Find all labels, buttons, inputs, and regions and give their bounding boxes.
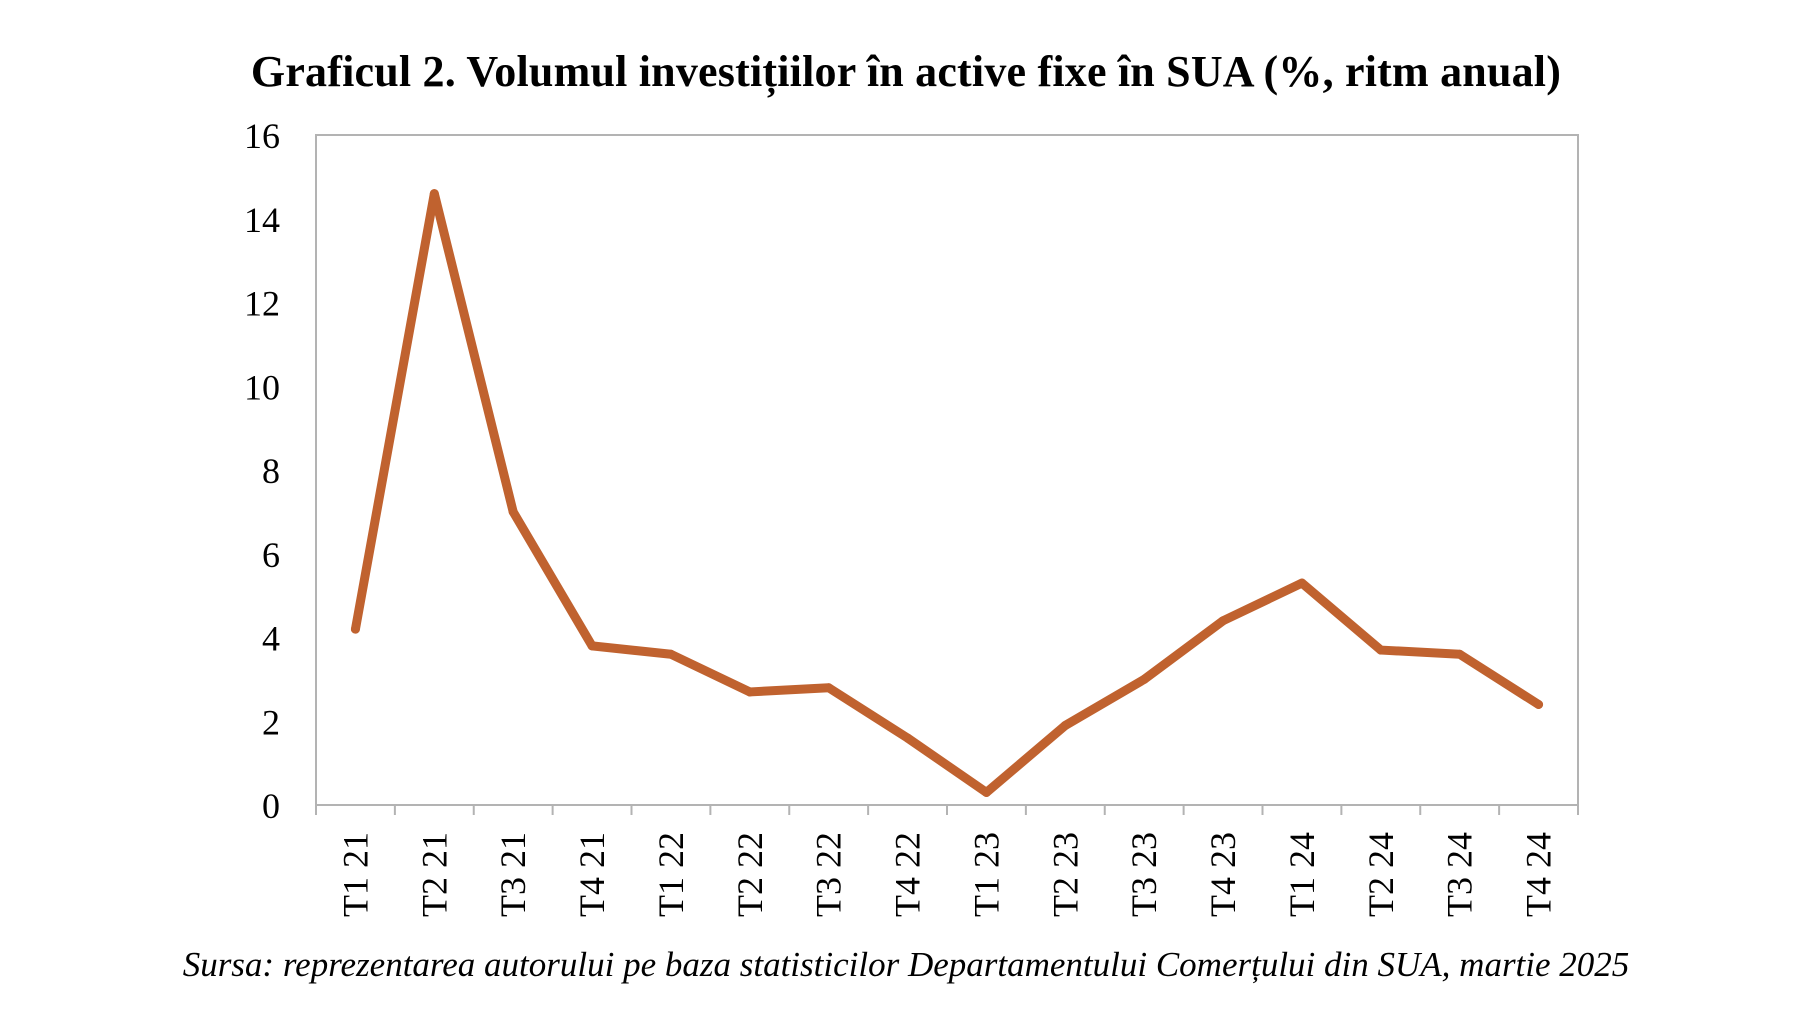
y-tick-label: 4 [262, 619, 280, 659]
data-point [429, 189, 439, 199]
x-tick-label: T2 23 [1045, 832, 1085, 917]
data-point [1534, 700, 1544, 709]
series-line [350, 189, 1544, 797]
x-tick-label: T1 22 [651, 832, 691, 917]
data-point [1297, 578, 1307, 588]
x-tick-label: T3 21 [493, 832, 533, 917]
x-tick-label: T4 24 [1519, 832, 1559, 917]
y-axis-ticks: 0 2 4 6 8 10 12 14 16 [244, 116, 280, 826]
data-point [350, 624, 360, 634]
y-tick-label: 2 [262, 702, 280, 742]
x-tick-label: T4 23 [1203, 832, 1243, 917]
data-point [1218, 616, 1228, 626]
chart-title: Graficul 2. Volumul investițiilor în act… [250, 47, 1562, 96]
data-point [1376, 645, 1386, 655]
x-tick-label: T1 21 [335, 832, 375, 917]
x-tick-label: T2 22 [730, 832, 770, 917]
x-tick-label: T2 21 [414, 832, 454, 917]
y-tick-label: 6 [262, 535, 280, 575]
source-note: Sursa: reprezentarea autorului pe baza s… [182, 945, 1630, 984]
x-tick-label: T2 24 [1361, 832, 1401, 917]
y-tick-label: 10 [244, 367, 280, 407]
data-point [666, 649, 676, 659]
y-tick-label: 12 [244, 284, 280, 324]
y-tick-label: 16 [244, 116, 280, 156]
x-tick-label: T3 24 [1440, 832, 1480, 917]
data-points [350, 189, 1544, 797]
data-point [508, 507, 518, 517]
data-point [1455, 649, 1465, 659]
x-tick-label: T1 24 [1282, 832, 1322, 917]
y-tick-label: 0 [262, 786, 280, 826]
y-tick-label: 8 [262, 451, 280, 491]
data-point [1139, 674, 1149, 684]
x-tick-label: T4 22 [888, 832, 928, 917]
data-point [903, 733, 913, 743]
data-point [824, 683, 834, 693]
x-axis-ticks: T1 21 T2 21 T3 21 T4 21 T1 22 T2 22 T3 22 T4 22… [315, 805, 1579, 917]
data-point [981, 787, 991, 797]
x-tick-label: T1 23 [966, 832, 1006, 917]
data-point [587, 641, 597, 651]
x-tick-label: T3 22 [809, 832, 849, 917]
x-tick-label: T4 21 [572, 832, 612, 917]
y-tick-label: 14 [244, 200, 280, 240]
data-point [745, 687, 755, 697]
data-point [1060, 720, 1070, 730]
x-tick-label: T3 23 [1124, 832, 1164, 917]
